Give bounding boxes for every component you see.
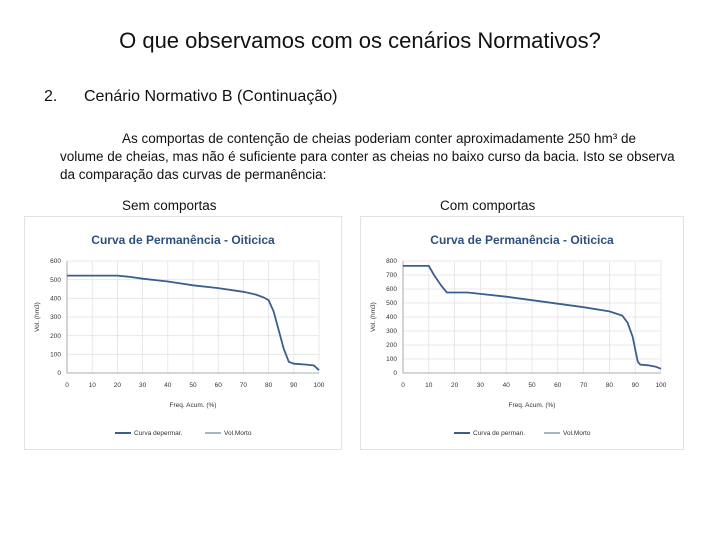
chart-without-gates: Curva de Permanência - Oiticica 0 100 200 30…: [24, 216, 342, 450]
y-axis-label: Vol. (hm3): [34, 302, 41, 332]
x-tick-label: 30: [139, 382, 147, 389]
x-tick-label: 60: [215, 382, 223, 389]
y-tick-label: 400: [386, 314, 397, 321]
y-tick-label: 0: [393, 370, 397, 377]
x-tick-label: 100: [656, 382, 667, 389]
x-tick-label: 100: [314, 382, 325, 389]
y-tick-label: 600: [386, 286, 397, 293]
chart-title: Curva de Permanência - Oiticica: [430, 233, 614, 247]
chart-with-gates: Curva de Permanência - Oiticica 0 100 200 30…: [360, 216, 684, 450]
x-axis-label: Freq. Acum. (%): [509, 402, 556, 409]
y-tick-label: 500: [386, 300, 397, 307]
y-tick-label: 700: [386, 272, 397, 279]
x-tick-label: 80: [606, 382, 614, 389]
y-axis-label: Vol. (hm3): [370, 302, 377, 332]
item-number: 2.: [44, 88, 58, 105]
x-tick-label: 40: [164, 382, 172, 389]
x-tick-label: 30: [477, 382, 485, 389]
y-tick-label: 100: [386, 356, 397, 363]
y-tick-label: 600: [50, 258, 61, 265]
y-tick-label: 300: [50, 314, 61, 321]
x-tick-label: 20: [114, 382, 122, 389]
series-line-0: [403, 265, 662, 370]
x-tick-label: 40: [503, 382, 511, 389]
caption-without-gates: Sem comportas: [122, 198, 217, 213]
x-tick-label: 0: [401, 382, 405, 389]
x-tick-label: 70: [580, 382, 588, 389]
chart-svg-with-gates: Curva de Permanência - Oiticica010020030…: [370, 233, 667, 437]
y-tick-label: 400: [50, 296, 61, 303]
x-axis-label: Freq. Acum. (%): [170, 402, 217, 409]
legend-label-1: Vol.Morto: [563, 430, 591, 437]
slide-title: O que observamos com os cenários Normati…: [119, 28, 601, 53]
x-tick-label: 60: [554, 382, 562, 389]
y-tick-label: 500: [50, 277, 61, 284]
x-tick-label: 90: [632, 382, 640, 389]
x-tick-label: 90: [290, 382, 298, 389]
x-tick-label: 70: [240, 382, 248, 389]
caption-with-gates: Com comportas: [440, 198, 536, 213]
legend-label-0: Curva de perman.: [473, 430, 525, 437]
x-tick-label: 20: [451, 382, 459, 389]
legend-label-1: Vol.Morto: [224, 430, 252, 437]
chart-title: Curva de Permanência - Oiticica: [91, 233, 275, 247]
series-line-0: [67, 274, 320, 371]
x-tick-label: 0: [65, 382, 69, 389]
x-tick-label: 50: [528, 382, 536, 389]
legend-label-0: Curva depermar.: [134, 430, 183, 437]
x-tick-label: 10: [89, 382, 97, 389]
y-tick-label: 0: [57, 370, 61, 377]
y-tick-label: 300: [386, 328, 397, 335]
y-tick-label: 800: [386, 258, 397, 265]
x-tick-label: 50: [189, 382, 197, 389]
y-tick-label: 100: [50, 352, 61, 359]
y-tick-label: 200: [50, 333, 61, 340]
item-heading: Cenário Normativo B (Continuação): [84, 88, 338, 105]
body-paragraph-text: As comportas de contenção de cheias pode…: [60, 131, 675, 182]
x-tick-label: 80: [265, 382, 273, 389]
x-tick-label: 10: [425, 382, 433, 389]
body-paragraph: As comportas de contenção de cheias pode…: [60, 130, 680, 184]
y-tick-label: 200: [386, 342, 397, 349]
chart-svg-without-gates: Curva de Permanência - Oiticica010020030…: [34, 233, 325, 437]
